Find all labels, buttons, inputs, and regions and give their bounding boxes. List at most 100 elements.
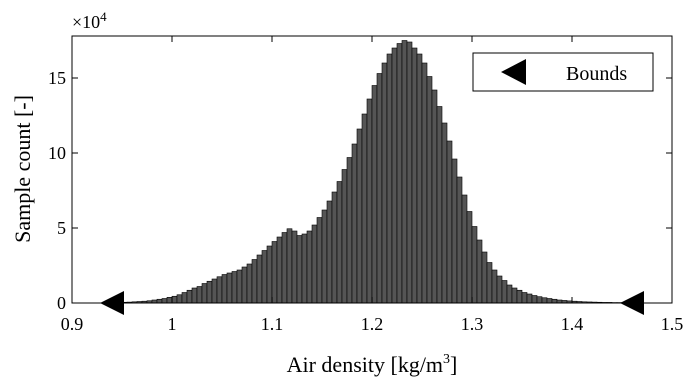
histogram-bar bbox=[476, 239, 483, 304]
histogram-bar bbox=[266, 245, 273, 304]
histogram-bar bbox=[186, 289, 193, 304]
histogram-bar bbox=[241, 266, 248, 304]
histogram-bar bbox=[436, 106, 443, 304]
x-tick-label: 0.9 bbox=[61, 314, 84, 334]
legend: Bounds bbox=[472, 52, 654, 92]
histogram-bar bbox=[351, 143, 358, 304]
histogram-bar bbox=[456, 176, 463, 304]
x-tick-label: 1.4 bbox=[561, 314, 584, 334]
histogram-bar bbox=[526, 293, 533, 304]
histogram-bar bbox=[191, 287, 198, 304]
histogram-bar bbox=[216, 276, 223, 304]
histogram-bar bbox=[346, 157, 353, 304]
x-axis-label-main: Air density [kg/m bbox=[287, 352, 443, 377]
histogram-bar bbox=[541, 297, 548, 304]
histogram-bar bbox=[491, 269, 498, 304]
histogram-bar bbox=[551, 298, 558, 304]
histogram-bar bbox=[536, 296, 543, 304]
histogram-bar bbox=[181, 292, 188, 304]
histogram-bar bbox=[431, 89, 438, 304]
histogram-bar bbox=[426, 76, 433, 304]
histogram-bar bbox=[516, 289, 523, 304]
bound-markers bbox=[100, 291, 644, 315]
histogram-bar bbox=[176, 294, 183, 304]
y-exponent-base: ×10 bbox=[72, 12, 100, 32]
histogram-bar bbox=[171, 295, 178, 304]
x-axis-label-sup: 3 bbox=[443, 352, 450, 367]
histogram-bar bbox=[411, 47, 418, 304]
histogram-bar bbox=[291, 230, 298, 304]
histogram-bar bbox=[231, 271, 238, 304]
histogram-bar bbox=[296, 235, 303, 304]
histogram-bar bbox=[301, 233, 308, 304]
x-axis-label: Air density [kg/m3] bbox=[287, 352, 458, 377]
histogram-bar bbox=[311, 224, 318, 304]
y-tick-label: 15 bbox=[48, 68, 66, 88]
bound-marker-icon bbox=[620, 291, 644, 315]
histogram-bar bbox=[406, 41, 413, 304]
histogram-bar bbox=[236, 269, 243, 304]
bound-marker-icon bbox=[100, 291, 124, 315]
histogram-bar bbox=[156, 298, 163, 304]
y-axis-label: Sample count [-] bbox=[10, 95, 35, 243]
histogram-bar bbox=[336, 181, 343, 304]
histogram-bar bbox=[401, 40, 408, 304]
histogram-bar bbox=[361, 113, 368, 304]
histogram-bar bbox=[256, 254, 263, 304]
y-tick-label: 5 bbox=[57, 218, 66, 238]
histogram-bar bbox=[446, 140, 453, 304]
histogram-bar bbox=[356, 128, 363, 304]
histogram-bar bbox=[441, 122, 448, 304]
histogram-bar bbox=[206, 280, 213, 304]
axis-ticks: 0.9 1 1.1 1.2 1.3 1.4 1.5 0 5 10 15 bbox=[48, 36, 683, 334]
histogram-bar bbox=[221, 274, 228, 304]
histogram-bar bbox=[321, 209, 328, 304]
legend-label: Bounds bbox=[566, 63, 627, 85]
histogram-bar bbox=[366, 98, 373, 304]
histogram-bar bbox=[466, 211, 473, 304]
histogram-bar bbox=[396, 43, 403, 304]
histogram-bar bbox=[486, 262, 493, 304]
histogram-bar bbox=[211, 278, 218, 304]
histogram-bar bbox=[531, 295, 538, 304]
histogram-bar bbox=[546, 298, 553, 304]
y-tick-label: 0 bbox=[57, 293, 66, 313]
histogram-bar bbox=[196, 286, 203, 304]
y-exponent-power: 4 bbox=[100, 9, 107, 24]
histogram-bar bbox=[316, 217, 323, 304]
histogram-bar bbox=[376, 73, 383, 304]
histogram-bar bbox=[341, 169, 348, 304]
histogram-bar bbox=[251, 259, 258, 304]
histogram-bar bbox=[246, 263, 253, 304]
histogram-bar bbox=[461, 194, 468, 304]
histogram-bar bbox=[386, 53, 393, 304]
histogram-bar bbox=[521, 292, 528, 304]
histogram-bar bbox=[416, 53, 423, 304]
histogram-bar bbox=[381, 62, 388, 304]
histogram-bar bbox=[281, 232, 288, 304]
legend-triangle-icon bbox=[501, 59, 526, 85]
histogram-bar bbox=[201, 283, 208, 304]
histogram-bar bbox=[511, 287, 518, 304]
x-tick-label: 1.3 bbox=[461, 314, 484, 334]
histogram-bar bbox=[501, 280, 508, 304]
histogram-bar bbox=[261, 250, 268, 304]
histogram-bar bbox=[451, 158, 458, 304]
x-tick-label: 1.2 bbox=[361, 314, 384, 334]
histogram-bar bbox=[271, 241, 278, 304]
histogram-bar bbox=[161, 298, 168, 304]
y-exponent: ×104 bbox=[72, 9, 107, 32]
histogram-bar bbox=[421, 62, 428, 304]
histogram-bars bbox=[111, 40, 633, 304]
histogram-bar bbox=[496, 275, 503, 304]
histogram-bar bbox=[166, 296, 173, 304]
histogram-bar bbox=[276, 236, 283, 304]
histogram-bar bbox=[326, 200, 333, 304]
histogram-bar bbox=[286, 228, 293, 304]
histogram-bar bbox=[306, 230, 313, 304]
histogram-bar bbox=[506, 284, 513, 304]
histogram-bar bbox=[481, 251, 488, 304]
histogram-bar bbox=[391, 47, 398, 304]
y-tick-label: 10 bbox=[48, 143, 66, 163]
